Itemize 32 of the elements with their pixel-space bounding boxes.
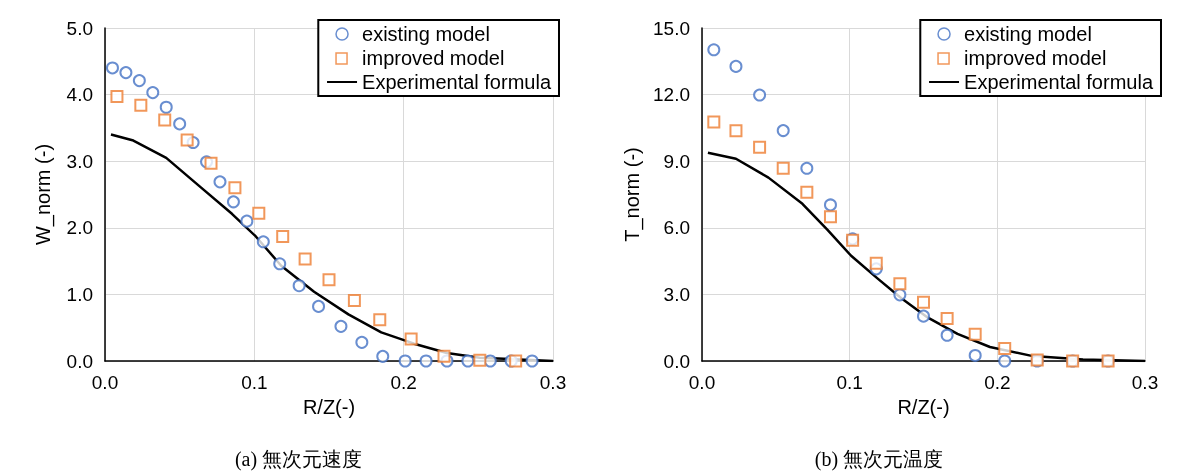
y-tick-label: 0.0 [66, 350, 93, 372]
legend-label: improved model [362, 47, 505, 69]
legend-label: Experimental formula [964, 71, 1154, 93]
legend-label: improved model [964, 47, 1107, 69]
x-tick-label: 0.1 [836, 372, 863, 393]
y-axis-title: W_norm (-) [32, 143, 55, 246]
legend-label: existing model [964, 23, 1092, 45]
x-axis-title: R/Z(-) [302, 395, 356, 418]
x-tick-label: 0.0 [688, 372, 716, 393]
y-tick-label: 6.0 [663, 217, 690, 239]
x-tick-label: 0.3 [1131, 372, 1159, 393]
x-tick-label: 0.3 [539, 372, 567, 393]
y-tick-label: 15.0 [653, 17, 690, 39]
legend-label: Experimental formula [362, 71, 552, 93]
x-tick-label: 0.2 [390, 372, 417, 393]
y-tick-label: 0.0 [663, 350, 690, 372]
x-axis-title: R/Z(-) [897, 395, 950, 418]
x-tick-label: 0.1 [241, 372, 268, 393]
y-tick-label: 2.0 [66, 217, 93, 239]
x-tick-label: 0.0 [91, 372, 119, 393]
y-tick-label: 4.0 [66, 84, 93, 106]
text: (a) 無次元速度 [234, 448, 363, 471]
text: (b) 無次元温度 [814, 448, 944, 471]
x-tick-label: 0.2 [984, 372, 1011, 393]
y-tick-label: 3.0 [663, 283, 690, 305]
y-tick-label: 9.0 [663, 150, 690, 172]
legend-label: existing model [362, 23, 490, 45]
y-tick-label: 5.0 [66, 17, 93, 39]
y-tick-label: 1.0 [66, 283, 93, 305]
y-tick-label: 3.0 [66, 150, 93, 172]
y-axis-title: T_norm (-) [621, 147, 645, 242]
y-tick-label: 12.0 [653, 84, 690, 106]
